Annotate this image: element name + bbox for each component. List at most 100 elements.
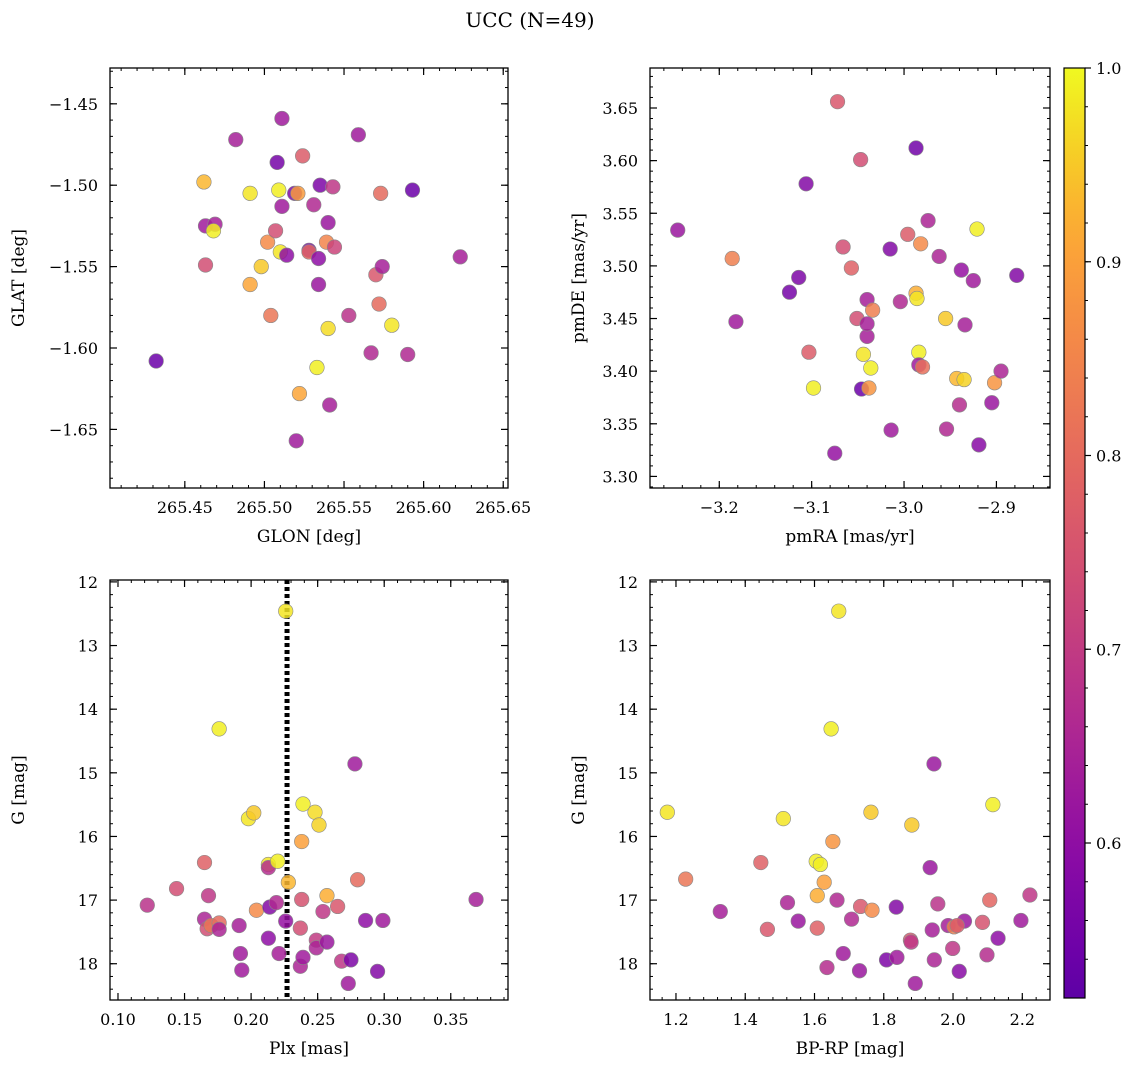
scatter-point (168, 881, 185, 897)
y-tick-label: 3.40 (602, 362, 638, 381)
scatter-point (271, 945, 287, 962)
y-tick-label: 16 (78, 827, 98, 846)
scatter-point (678, 871, 694, 887)
scatter-point (295, 949, 311, 965)
scatter-point (311, 817, 327, 833)
scatter-point (835, 239, 851, 255)
y-tick-label: 15 (618, 764, 638, 783)
scatter-point (926, 756, 942, 772)
y-tick-label: −1.50 (49, 176, 98, 195)
colorbar-tick-label: 0.7 (1096, 640, 1121, 659)
scatter-point (781, 284, 798, 300)
x-tick-label: 0.35 (433, 1010, 469, 1029)
scatter-point (404, 182, 421, 198)
scatter-point (889, 949, 905, 965)
scatter-point (851, 963, 868, 979)
scatter-point (861, 380, 877, 396)
x-tick-label: 0.30 (366, 1010, 402, 1029)
scatter-point (310, 250, 327, 267)
scatter-point (753, 854, 769, 871)
scatter-point (326, 239, 343, 255)
scatter-point (986, 375, 1003, 391)
panel-1: 265.45 265.50 265.55 265.60 265.65 −1.45 −1.50… (9, 67, 531, 547)
scatter-point (812, 856, 828, 873)
scatter-point (309, 359, 325, 376)
scatter-point (248, 902, 265, 918)
scatter-point (319, 888, 335, 904)
y-tick-label: 18 (618, 955, 638, 974)
scatter-point (267, 223, 284, 239)
scatter-point (974, 914, 991, 930)
scatter-point (775, 811, 791, 827)
scatter-point (924, 922, 940, 938)
scatter-point (374, 259, 390, 275)
scatter-point (234, 962, 250, 978)
scatter-point (260, 234, 276, 250)
scatter-point (232, 945, 249, 962)
scatter-point (985, 797, 1001, 813)
scatter-point (279, 247, 295, 263)
scatter-point (306, 197, 322, 213)
colorbar-tick-label: 1.0 (1096, 59, 1121, 78)
scatter-point (271, 182, 287, 198)
figure-title: UCC (N=49) (465, 8, 594, 32)
colorbar-gradient (1063, 67, 1086, 999)
minor-ticks (110, 68, 508, 488)
scatter-point (269, 154, 285, 171)
scatter-point (310, 276, 327, 293)
scatter-point (242, 185, 258, 201)
scatter-point (400, 346, 416, 363)
scatter-point (278, 913, 294, 929)
scatter-point (205, 223, 222, 239)
axes-frame (649, 579, 1051, 1001)
scatter-point (969, 221, 985, 237)
scatter-point (196, 854, 213, 871)
scatter-point (926, 952, 942, 968)
y-tick-label: 3.35 (602, 415, 638, 434)
scatter-point (260, 930, 277, 946)
scatter-point (659, 804, 675, 820)
y-tick-label: 14 (618, 700, 638, 719)
scatter-point (859, 316, 875, 332)
scatter-point (930, 896, 946, 912)
scatter-point (965, 273, 981, 289)
y-tick-label: 3.30 (602, 467, 638, 486)
scatter-point (319, 934, 335, 950)
scatter-point (139, 897, 155, 913)
scatter-point (882, 241, 898, 257)
scatter-point (979, 947, 995, 963)
scatter-points (659, 603, 1038, 992)
scatter-point (865, 302, 881, 318)
scatter-point (863, 360, 879, 376)
x-tick-label: 265.55 (316, 498, 372, 517)
scatter-point (843, 911, 860, 927)
scatter-point (270, 853, 286, 869)
scatter-point (801, 344, 817, 360)
axes-frame (109, 579, 509, 1001)
y-tick-label: 3.45 (602, 310, 638, 329)
scatter-point (307, 804, 323, 820)
scatter-point (357, 912, 374, 929)
x-tick-label: 0.10 (100, 1010, 136, 1029)
scatter-point (855, 346, 871, 362)
x-tick-label: −3.1 (792, 498, 831, 517)
x-tick-label: 2.0 (940, 1010, 965, 1029)
scatter-point (829, 94, 846, 110)
axes-frame (649, 67, 1051, 489)
scatter-point (294, 891, 310, 908)
scatter-point (343, 952, 359, 968)
scatter-point (325, 179, 341, 195)
y-axis-label: pmDE [mas/yr] (569, 213, 589, 343)
scatter-point (295, 148, 311, 164)
scatter-point (900, 226, 916, 242)
scatter-point (320, 215, 336, 231)
y-tick-label: 3.55 (602, 204, 638, 223)
x-tick-label: 2.2 (1010, 1010, 1035, 1029)
scatter-point (280, 874, 296, 890)
scatter-points (139, 603, 484, 992)
scatter-point (819, 959, 835, 976)
x-tick-label: 1.4 (733, 1010, 758, 1029)
scatter-point (253, 259, 269, 275)
scatter-point (349, 872, 366, 888)
